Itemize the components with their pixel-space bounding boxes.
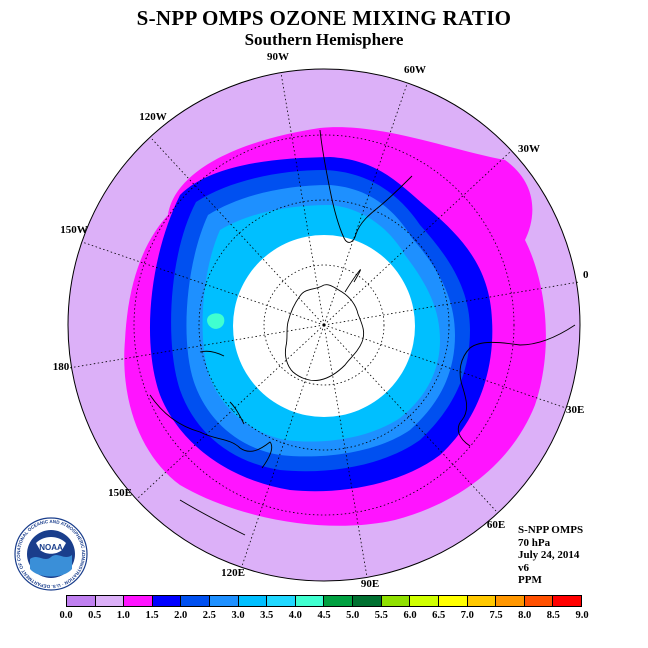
lon-label-150w: 150W [60,224,88,236]
colorbar-tick-label: 4.5 [317,610,331,621]
colorbar-tick-label: 2.0 [174,610,188,621]
graticule [68,72,580,578]
parallel-50s [198,199,450,451]
colorbar-tick-label: 6.5 [432,610,446,621]
colorbar-segment [410,596,439,606]
colorbar-segment [324,596,354,606]
coastlines [149,129,576,536]
colorbar-tick-label: 1.5 [145,610,159,621]
lon-label-90e: 90E [361,578,379,590]
colorbar-tick-label: 2.5 [202,610,216,621]
colorbar-segment [124,596,153,606]
antarctica-coastline [284,269,365,381]
meridian-0 [323,281,580,326]
info-version: v6 [518,561,529,574]
colorbar-tick-label: 3.5 [260,610,274,621]
africa-coastline [457,324,576,447]
info-level: 70 hPa [518,536,551,549]
colorbar-segment [438,596,468,606]
lon-label-30e: 30E [566,404,584,416]
product-info: S-NPP OMPS 70 hPa July 24, 2014 v6 PPM [518,524,583,587]
lon-label-0: 0 [583,269,589,281]
colorbar-tick-label: 0.5 [88,610,102,621]
lon-label-120w: 120W [139,111,167,123]
lon-label-150e: 150E [108,487,132,499]
colorbar-segment [267,596,296,606]
colorbar-segment [210,596,239,606]
meridian-90w [280,72,325,326]
colorbar-segment [467,596,497,606]
info-instrument: S-NPP OMPS [518,524,584,536]
colorbar-segment [496,596,525,606]
lon-label-90w: 90W [267,51,289,63]
colorbar-tick-label: 7.5 [489,610,503,621]
colorbar-segment [95,596,125,606]
colorbar-segment [295,596,325,606]
meridian-30e [323,324,567,409]
colorbar-segment [238,596,268,606]
meridian-90e [323,324,368,578]
colorbar-tick-label: 3.0 [231,610,245,621]
australia-coastline [149,394,273,536]
colorbar-tick-label: 1.0 [116,610,130,621]
colorbar-tick-label: 5.0 [346,610,360,621]
info-units: PPM [518,574,542,586]
ozone-field [68,69,580,581]
colorbar-tick-label: 8.5 [546,610,560,621]
lon-label-60w: 60W [404,64,426,76]
noaa-logo-text: NOAA [39,543,63,552]
colorbar-segment [152,596,182,606]
colorbar [66,595,582,607]
colorbar-segment [553,596,581,606]
info-date: July 24, 2014 [518,549,580,561]
colorbar-segment [524,596,554,606]
colorbar-segment [381,596,411,606]
colorbar-segment [67,596,96,606]
meridian-60w [323,83,408,326]
lon-label-60e: 60E [487,519,505,531]
colorbar-tick-label: 8.0 [518,610,532,621]
meridian-150w [81,241,325,326]
new-zealand-coastline [199,350,245,425]
colorbar-tick-label: 0.0 [59,610,73,621]
colorbar-tick-label: 7.0 [460,610,474,621]
map-title: S-NPP OMPS OZONE MIXING RATIO [136,6,512,30]
south-america-coastline [319,129,413,243]
meridian-180 [68,324,325,369]
map-boundary [67,68,581,582]
lon-label-120e: 120E [221,567,245,579]
lon-label-180: 180 [53,361,70,373]
colorbar-tick-label: 6.0 [403,610,417,621]
map-subtitle: Southern Hemisphere [244,30,404,49]
ozone-band-3.5-4.0 [207,313,225,329]
colorbar-tick-label: 4.0 [288,610,302,621]
longitude-labels: 90W 60W 30W 0 30E 60E 90E 120E 150E 180 … [53,51,589,590]
colorbar-segment [181,596,211,606]
south-pole-marker [322,323,326,327]
meridian-120e [241,324,325,567]
lon-label-30w: 30W [518,143,540,155]
colorbar-segment [353,596,382,606]
colorbar-tick-label: 9.0 [575,610,589,621]
parallel-30s [133,134,515,516]
colorbar-tick-label: 5.5 [374,610,388,621]
noaa-logo: NATIONAL OCEANIC AND ATMOSPHERIC ADMINIS… [14,517,88,591]
parallel-70s [263,264,385,386]
